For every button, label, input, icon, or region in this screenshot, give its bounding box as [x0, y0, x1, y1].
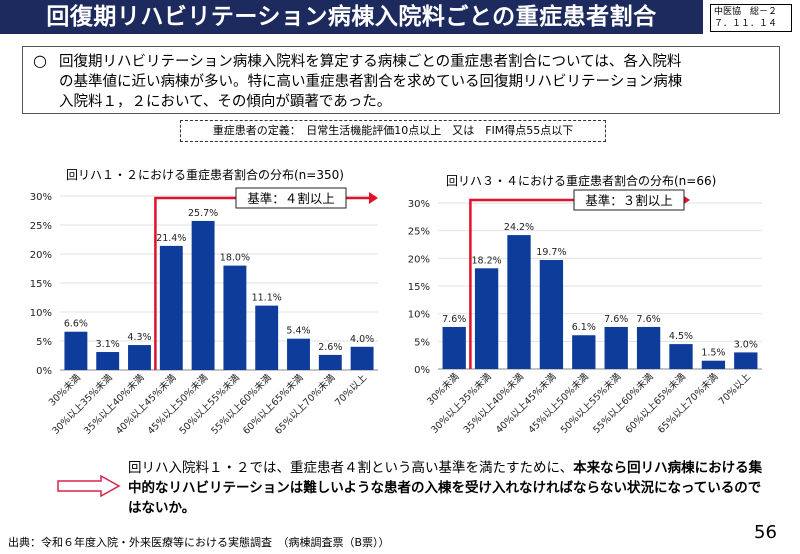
data-label: 7.6%: [637, 314, 661, 325]
x-tick-label: 35%以上40%未満: [81, 371, 147, 437]
bullet-icon: ○: [33, 51, 47, 70]
x-tick-label: 40%以上45%未満: [493, 370, 559, 436]
right-arrow-icon: [57, 474, 121, 501]
x-tick-label: 60%以上65%未満: [240, 371, 306, 437]
council-badge: 中医協 総－２ ７．１１．１４: [710, 4, 792, 32]
y-tick-label: 25%: [408, 227, 430, 238]
badge-line-1: 中医協 総－２: [714, 7, 778, 17]
summary-line: 入院料１，２において、その傾向が顕著であった。: [59, 94, 392, 110]
y-tick-label: 10%: [30, 308, 52, 319]
x-tick-label: 30%以上35%未満: [50, 371, 116, 437]
summary-line: の基準値に近い病棟が多い。特に高い重症患者割合を求めている回復期リハビリテーショ…: [59, 74, 683, 90]
bar: [636, 326, 661, 369]
data-label: 6.1%: [572, 322, 596, 333]
x-tick-label: 50%以上55%未満: [558, 370, 624, 436]
bar: [474, 268, 499, 369]
data-label: 7.6%: [604, 314, 628, 325]
y-tick-label: 15%: [30, 279, 52, 290]
x-tick-label: 65%以上70%未満: [272, 371, 338, 437]
y-tick-label: 15%: [408, 282, 430, 293]
page-title: 回復期リハビリテーション病棟入院料ごとの重症患者割合: [46, 4, 657, 30]
source-note: 出典：令和６年度入院・外来医療等における実態調査 （病棟調査票（B票））: [8, 536, 390, 549]
data-label: 1.5%: [701, 348, 725, 359]
conclusion-normal: 回リハ入院料１・２では、重症患者４割という高い基準を満たすために、: [128, 460, 574, 476]
x-tick-label: 45%以上50%未満: [145, 371, 211, 437]
data-label: 4.3%: [127, 332, 151, 343]
x-tick-label: 40%以上45%未満: [113, 371, 179, 437]
y-tick-label: 30%: [408, 199, 430, 210]
data-label: 7.6%: [442, 314, 466, 325]
data-label: 11.1%: [252, 293, 282, 304]
summary-box: ○ 回復期リハビリテーション病棟入院料を算定する病棟ごとの重症患者割合については…: [22, 46, 780, 114]
x-tick-label: 70%以上: [717, 371, 753, 407]
bar: [223, 265, 247, 370]
y-tick-label: 25%: [30, 221, 52, 232]
bar: [96, 352, 120, 370]
bar: [701, 360, 726, 369]
bar: [572, 335, 596, 369]
bar: [604, 326, 628, 369]
bar: [507, 235, 531, 369]
y-tick-label: 10%: [408, 310, 430, 321]
y-tick-label: 5%: [36, 337, 52, 348]
x-tick-label: 60%以上65%未満: [623, 370, 689, 436]
bar: [318, 354, 342, 370]
data-label: 21.4%: [156, 233, 186, 244]
y-tick-label: 0%: [414, 365, 430, 376]
threshold-box: [235, 187, 347, 209]
data-label: 5.4%: [286, 326, 310, 337]
data-label: 19.7%: [536, 247, 566, 258]
badge-line-2: ７．１１．１４: [714, 19, 778, 29]
x-tick-label: 50%以上55%未満: [177, 371, 243, 437]
conclusion-text: 回リハ入院料１・２では、重症患者４割という高い基準を満たすために、本来なら回リハ…: [128, 458, 768, 518]
data-label: 4.5%: [669, 331, 693, 342]
data-label: 3.1%: [96, 339, 120, 350]
x-tick-label: 55%以上60%未満: [209, 371, 275, 437]
y-tick-label: 20%: [30, 250, 52, 261]
bar: [734, 352, 758, 369]
chart-2-title: 回リハ３・４における重症患者割合の分布(n=66): [446, 174, 717, 188]
data-label: 3.0%: [734, 339, 758, 350]
bar: [159, 245, 183, 370]
x-tick-label: 70%以上: [333, 372, 369, 408]
bar: [64, 331, 88, 370]
chart-1-title: 回リハ１・２における重症患者割合の分布(n=350): [66, 168, 344, 182]
title-bar: [0, 0, 703, 34]
definition-box: 重症患者の定義： 日常生活機能評価10点以上 又は FIM得点55点以下: [180, 120, 606, 142]
conclusion-bold: 本来なら回リハ病棟における集中的なリハビリテーションは難しいような患者の入棟を受…: [128, 460, 763, 516]
y-tick-label: 5%: [414, 337, 430, 348]
x-tick-label: 35%以上40%未満: [461, 370, 527, 436]
data-label: 18.2%: [472, 255, 502, 266]
bar: [539, 259, 564, 369]
data-label: 25.7%: [188, 208, 218, 219]
bar: [255, 305, 279, 370]
data-label: 6.6%: [64, 319, 88, 330]
threshold-arrowhead: [369, 192, 378, 204]
bar: [442, 326, 466, 369]
x-tick-label: 30%以上35%未満: [429, 370, 495, 436]
y-tick-label: 30%: [30, 192, 52, 203]
x-tick-label: 55%以上60%未満: [591, 370, 657, 436]
bar: [287, 338, 310, 370]
bar: [191, 220, 215, 370]
x-tick-label: 45%以上50%未満: [526, 370, 592, 436]
data-label: 2.6%: [318, 342, 342, 353]
y-tick-label: 0%: [36, 366, 52, 377]
x-tick-label: 65%以上70%未満: [655, 370, 721, 436]
bar: [128, 345, 151, 370]
y-tick-label: 20%: [408, 254, 430, 265]
bar: [350, 346, 374, 370]
page-number: 56: [754, 522, 777, 543]
threshold-label: 基準：４割以上: [247, 191, 335, 206]
threshold-label: 基準：３割以上: [585, 193, 673, 208]
data-label: 4.0%: [350, 334, 374, 345]
data-label: 18.0%: [220, 253, 250, 264]
data-label: 24.2%: [504, 222, 534, 233]
bar: [669, 344, 693, 369]
threshold-box: [573, 189, 685, 211]
summary-line: 回復期リハビリテーション病棟入院料を算定する病棟ごとの重症患者割合については、各…: [59, 54, 682, 70]
